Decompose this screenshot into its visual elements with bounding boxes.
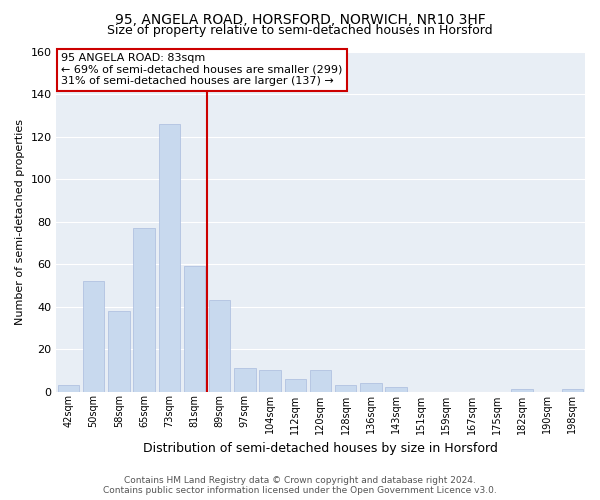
Text: Contains HM Land Registry data © Crown copyright and database right 2024.
Contai: Contains HM Land Registry data © Crown c… bbox=[103, 476, 497, 495]
Bar bbox=[511, 390, 533, 392]
X-axis label: Distribution of semi-detached houses by size in Horsford: Distribution of semi-detached houses by … bbox=[143, 442, 498, 455]
Bar bbox=[58, 385, 79, 392]
Bar bbox=[108, 311, 130, 392]
Bar bbox=[209, 300, 230, 392]
Y-axis label: Number of semi-detached properties: Number of semi-detached properties bbox=[15, 118, 25, 324]
Bar bbox=[284, 379, 306, 392]
Text: 95 ANGELA ROAD: 83sqm
← 69% of semi-detached houses are smaller (299)
31% of sem: 95 ANGELA ROAD: 83sqm ← 69% of semi-deta… bbox=[61, 53, 343, 86]
Bar bbox=[360, 383, 382, 392]
Bar bbox=[385, 388, 407, 392]
Text: 95, ANGELA ROAD, HORSFORD, NORWICH, NR10 3HF: 95, ANGELA ROAD, HORSFORD, NORWICH, NR10… bbox=[115, 12, 485, 26]
Bar bbox=[259, 370, 281, 392]
Bar bbox=[335, 385, 356, 392]
Bar bbox=[83, 281, 104, 392]
Bar bbox=[133, 228, 155, 392]
Text: Size of property relative to semi-detached houses in Horsford: Size of property relative to semi-detach… bbox=[107, 24, 493, 37]
Bar bbox=[310, 370, 331, 392]
Bar bbox=[234, 368, 256, 392]
Bar bbox=[184, 266, 205, 392]
Bar bbox=[158, 124, 180, 392]
Bar bbox=[562, 390, 583, 392]
